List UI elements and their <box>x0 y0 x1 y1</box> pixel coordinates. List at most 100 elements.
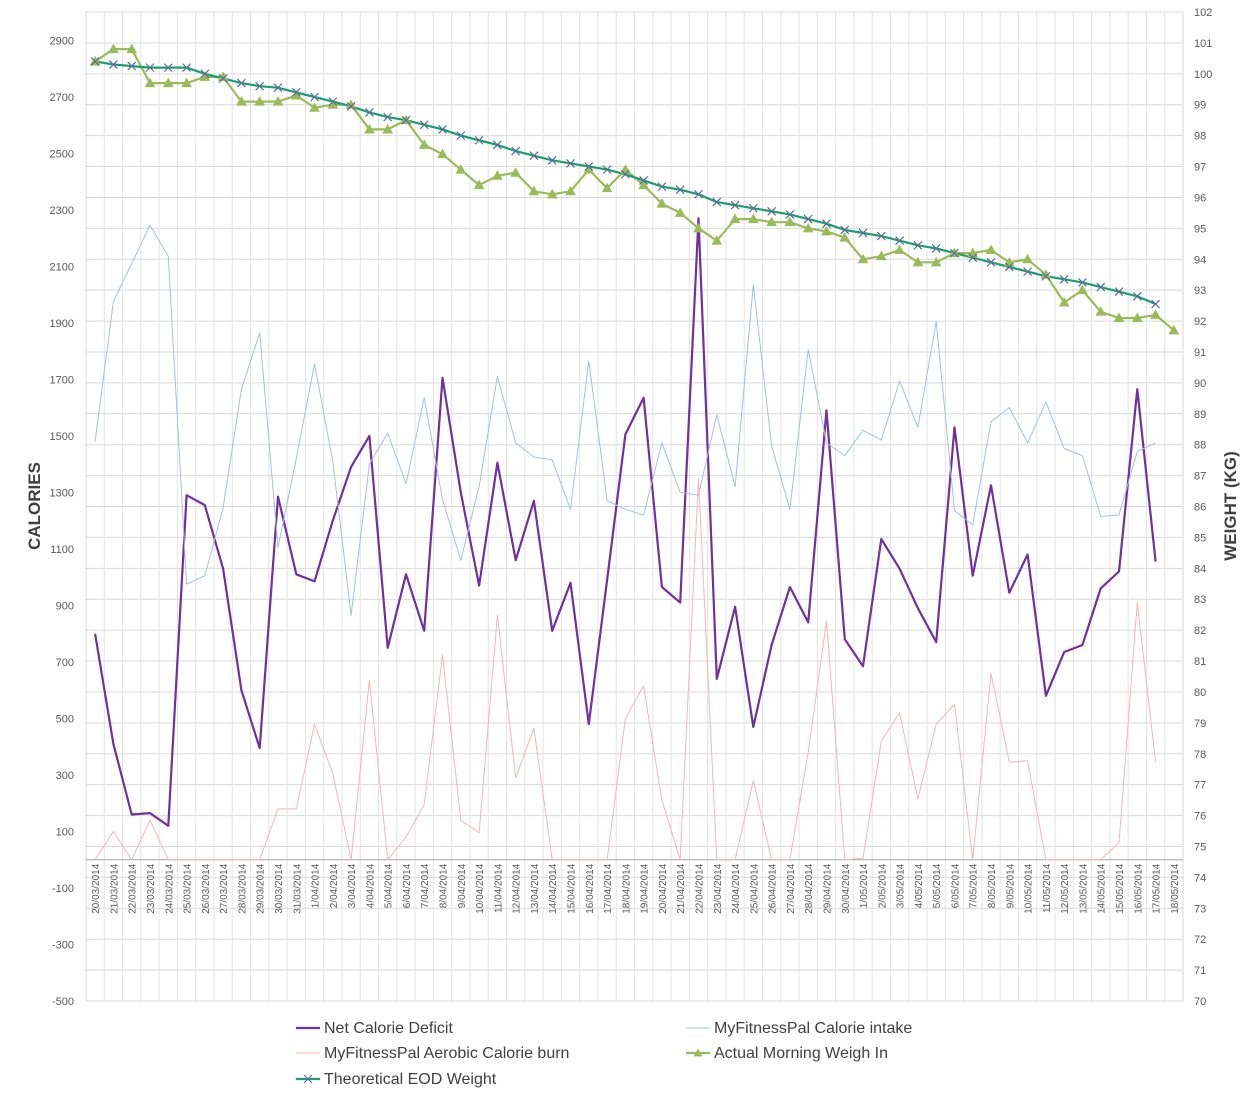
data-point <box>766 216 777 227</box>
y2-tick-label: 86 <box>1194 502 1206 514</box>
data-point <box>565 185 576 196</box>
data-point <box>127 61 137 71</box>
data-point <box>894 244 905 254</box>
legend-item: Actual Morning Weigh In <box>686 1045 888 1062</box>
data-point <box>162 77 174 88</box>
data-point <box>1096 282 1106 292</box>
data-point <box>529 151 539 161</box>
legend-label: MyFitnessPal Calorie intake <box>714 1020 912 1037</box>
data-point <box>1058 296 1070 307</box>
data-point <box>803 214 813 224</box>
x-tick-label: 16/05/2014 <box>1133 863 1144 913</box>
data-point <box>729 213 741 224</box>
data-point <box>328 97 338 107</box>
y-tick-label: 2500 <box>50 148 74 160</box>
data-point <box>181 77 192 88</box>
x-tick-label: 25/04/2014 <box>749 863 760 913</box>
data-point <box>876 231 886 241</box>
y2-tick-label: 76 <box>1194 811 1206 823</box>
x-tick-label: 27/04/2014 <box>786 863 797 913</box>
data-point <box>802 222 814 233</box>
x-tick-label: 30/04/2014 <box>841 863 852 913</box>
y2-tick-label: 79 <box>1194 718 1206 730</box>
data-point <box>821 225 832 236</box>
x-tick-label: 30/03/2014 <box>274 863 285 913</box>
y-tick-label: -500 <box>52 996 74 1008</box>
data-point <box>747 213 759 224</box>
y2-tick-label: 95 <box>1194 223 1206 235</box>
x-tick-label: 19/04/2014 <box>640 863 651 913</box>
data-point <box>1003 256 1015 267</box>
x-tick-label: 11/04/2014 <box>493 863 504 913</box>
y2-tick-label: 89 <box>1194 409 1206 421</box>
data-point <box>912 256 924 267</box>
x-tick-label: 2/04/2014 <box>329 863 340 908</box>
y2-tick-label: 90 <box>1194 378 1206 390</box>
data-point <box>364 108 374 117</box>
data-point <box>383 112 393 122</box>
data-point <box>985 244 997 254</box>
x-tick-label: 6/04/2014 <box>402 863 413 908</box>
data-point <box>785 210 795 219</box>
x-tick-label: 27/03/2014 <box>219 863 230 913</box>
x-tick-label: 4/05/2014 <box>914 863 925 908</box>
x-tick-label: 7/04/2014 <box>420 863 431 908</box>
data-point <box>163 63 173 73</box>
data-point <box>767 206 777 216</box>
data-point <box>492 170 503 180</box>
data-point <box>218 74 228 83</box>
data-point <box>364 123 375 134</box>
legend-label: MyFitnessPal Aerobic Calorie burn <box>324 1045 569 1062</box>
data-point <box>456 131 466 141</box>
data-point <box>437 148 448 159</box>
data-point <box>90 57 100 66</box>
data-point <box>492 140 502 150</box>
data-point <box>1168 324 1180 335</box>
y-tick-label: 1300 <box>50 487 74 499</box>
x-tick-label: 11/05/2014 <box>1042 863 1053 913</box>
x-tick-label: 5/04/2014 <box>384 863 395 908</box>
data-point <box>511 146 521 156</box>
x-tick-label: 3/05/2014 <box>896 863 907 908</box>
data-point <box>857 253 869 264</box>
data-point <box>566 159 575 168</box>
data-point <box>1132 291 1142 301</box>
data-point <box>839 232 851 242</box>
data-point <box>1023 267 1033 277</box>
data-point <box>1004 262 1014 272</box>
y2-tick-label: 70 <box>1194 996 1206 1008</box>
data-point <box>419 120 429 130</box>
data-point <box>309 102 320 112</box>
y-tick-label: 700 <box>56 657 74 669</box>
y-tick-label: 1900 <box>50 318 74 330</box>
data-point <box>601 182 613 193</box>
legend-marker <box>303 1074 313 1084</box>
y2-tick-label: 96 <box>1194 192 1206 204</box>
data-point <box>126 43 138 54</box>
y2-tick-label: 93 <box>1194 285 1206 297</box>
data-point <box>547 155 557 165</box>
plot-area <box>85 11 1184 1002</box>
y-tick-label: 2900 <box>50 35 74 47</box>
x-tick-label: 25/03/2014 <box>183 863 194 913</box>
data-point <box>675 185 685 195</box>
x-tick-label: 17/04/2014 <box>603 863 614 913</box>
y2-tick-label: 88 <box>1194 440 1206 452</box>
x-tick-label: 9/04/2014 <box>457 863 468 908</box>
x-tick-label: 14/05/2014 <box>1097 863 1108 913</box>
y2-tick-label: 100 <box>1194 69 1212 81</box>
y2-tick-label: 102 <box>1194 7 1212 19</box>
data-point <box>1113 312 1125 322</box>
data-point <box>1150 309 1161 319</box>
y2-tick-label: 75 <box>1194 841 1206 853</box>
x-tick-label: 14/04/2014 <box>548 863 559 913</box>
x-tick-label: 12/04/2014 <box>512 863 523 913</box>
legend-item: Net Calorie Deficit <box>296 1020 453 1037</box>
y2-tick-label: 73 <box>1194 903 1206 915</box>
x-tick-label: 23/03/2014 <box>146 863 157 913</box>
y2-tick-label: 84 <box>1194 563 1206 575</box>
y2-tick-label: 87 <box>1194 471 1206 483</box>
x-tick-label: 8/05/2014 <box>987 863 998 908</box>
data-point <box>730 200 740 210</box>
data-point <box>254 96 266 106</box>
